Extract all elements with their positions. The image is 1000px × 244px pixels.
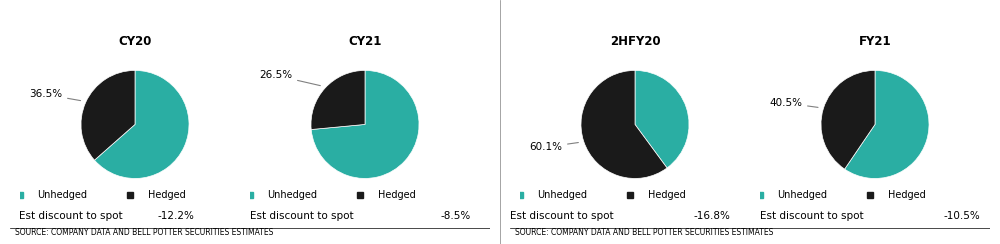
Text: Figure 8 – Saracen (SAR) hedge profile: Figure 8 – Saracen (SAR) hedge profile [515,10,806,23]
Text: Est discount to spot: Est discount to spot [250,211,353,221]
Text: -8.5%: -8.5% [440,211,471,221]
Wedge shape [81,71,135,160]
Wedge shape [635,71,689,168]
Text: 40.5%: 40.5% [769,98,818,108]
Text: Est discount to spot: Est discount to spot [510,211,613,221]
Title: 2HFY20: 2HFY20 [610,35,660,48]
Text: Unhedged: Unhedged [778,190,828,200]
Text: Est discount to spot: Est discount to spot [19,211,122,221]
Text: Hedged: Hedged [148,190,185,200]
Text: Hedged: Hedged [378,190,415,200]
Text: -12.2%: -12.2% [158,211,195,221]
Text: Figure 7 – Gold Road (GOR) hedge profile: Figure 7 – Gold Road (GOR) hedge profile [10,10,319,23]
Text: Hedged: Hedged [888,190,925,200]
Wedge shape [845,71,929,178]
Text: Hedged: Hedged [648,190,685,200]
Text: Unhedged: Unhedged [538,190,588,200]
Wedge shape [94,71,189,178]
Text: Unhedged: Unhedged [268,190,318,200]
Wedge shape [311,71,419,178]
Text: -16.8%: -16.8% [694,211,731,221]
Text: SOURCE: COMPANY DATA AND BELL POTTER SECURITIES ESTIMATES: SOURCE: COMPANY DATA AND BELL POTTER SEC… [15,228,273,237]
Title: CY21: CY21 [348,35,382,48]
Wedge shape [311,71,365,130]
Text: SOURCE: COMPANY DATA AND BELL POTTER SECURITIES ESTIMATES: SOURCE: COMPANY DATA AND BELL POTTER SEC… [515,228,773,237]
Text: Est discount to spot: Est discount to spot [760,211,863,221]
Title: FY21: FY21 [859,35,891,48]
Text: -10.5%: -10.5% [944,211,981,221]
Wedge shape [581,71,667,178]
Text: 36.5%: 36.5% [29,89,81,101]
Text: 60.1%: 60.1% [529,142,578,152]
Title: CY20: CY20 [118,35,152,48]
Text: Unhedged: Unhedged [38,190,88,200]
Text: 26.5%: 26.5% [259,70,320,86]
Wedge shape [821,71,875,169]
